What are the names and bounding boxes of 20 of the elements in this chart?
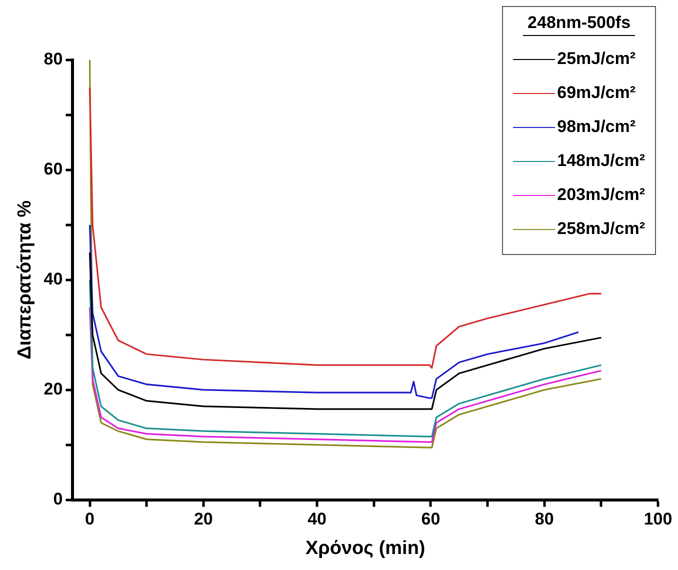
legend-label: 148mJ/cm²	[557, 151, 645, 171]
x-tick-label: 60	[421, 510, 440, 529]
y-tick-label: 60	[44, 160, 63, 179]
y-tick-label: 80	[44, 50, 63, 69]
legend-label: 203mJ/cm²	[557, 185, 645, 205]
y-axis-title: Διαπερατότητα %	[14, 200, 36, 360]
y-tick-label: 0	[53, 489, 63, 508]
x-tick-label: 80	[534, 510, 554, 529]
y-tick-label: 20	[44, 380, 63, 399]
x-tick-label: 20	[194, 510, 213, 529]
x-axis-title: Χρόνος (min)	[305, 538, 426, 559]
legend-label: 25mJ/cm²	[557, 49, 636, 69]
legend-label: 69mJ/cm²	[557, 83, 636, 103]
x-tick-label: 100	[644, 510, 672, 529]
legend-label: 258mJ/cm²	[557, 219, 645, 239]
y-tick-label: 40	[44, 270, 63, 289]
legend-label: 98mJ/cm²	[557, 117, 636, 137]
x-tick-label: 0	[85, 510, 94, 529]
legend-title: 248nm-500fs	[523, 13, 635, 36]
x-tick-label: 40	[308, 510, 327, 529]
